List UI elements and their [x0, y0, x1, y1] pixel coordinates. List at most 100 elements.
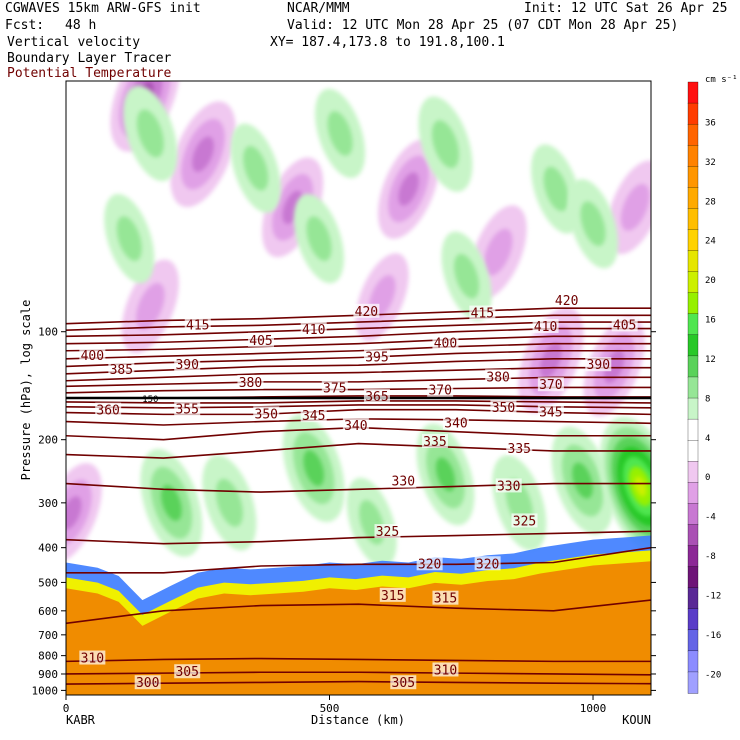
theta-label: 355: [175, 403, 198, 418]
field-boundary-layer-tracer: Boundary Layer Tracer: [7, 51, 172, 66]
theta-label: 350: [255, 407, 278, 422]
field-potential-temperature: Potential Temperature: [7, 66, 172, 81]
colorbar-label: 28: [705, 197, 716, 207]
theta-label: 325: [513, 514, 536, 529]
theta-label: 415: [186, 318, 209, 333]
theta-label-bg: [174, 357, 201, 372]
updraft-region: [327, 111, 353, 156]
theta-label: 385: [110, 363, 133, 378]
theta-label: 365: [365, 390, 388, 405]
theta-contour-300: [66, 680, 651, 685]
theta-label: 325: [376, 525, 399, 540]
theta-label: 415: [471, 307, 494, 322]
updraft-region: [543, 166, 569, 212]
theta-label: 320: [418, 557, 441, 572]
theta-label: 420: [355, 305, 378, 320]
theta-label-bg: [374, 524, 401, 539]
theta-contour-305: [66, 671, 651, 676]
theta-label-bg: [379, 587, 406, 602]
y-tick-label: 500: [38, 576, 58, 589]
theta-label: 305: [175, 665, 198, 680]
colorbar-swatch: [687, 629, 699, 652]
theta-contour-395: [66, 342, 651, 360]
theta-label-bg: [79, 650, 106, 665]
updraft-region: [161, 484, 182, 521]
theta-label-bg: [553, 292, 580, 307]
y-tick-label: 200: [38, 434, 58, 447]
theta-label: 390: [587, 358, 610, 373]
colorbar-swatch: [687, 397, 699, 420]
colorbar-swatch: [687, 313, 699, 336]
colorbar-swatch: [687, 545, 699, 568]
theta-label: 310: [81, 652, 104, 667]
theta-label-bg: [108, 362, 135, 377]
theta-label-bg: [490, 399, 517, 414]
plot-frame: [65, 80, 652, 696]
updraft-region: [572, 462, 593, 499]
model-title: CGWAVES 15km ARW-GFS init: [5, 1, 201, 16]
theta-label-bg: [495, 478, 522, 493]
updraft-region: [306, 216, 332, 261]
theta-label: 405: [249, 334, 272, 349]
y-tick-label: 900: [38, 668, 58, 681]
colorbar-swatch: [687, 271, 699, 294]
updraft-region: [136, 109, 164, 158]
theta-label: 350: [492, 401, 515, 416]
colorbar-swatch: [687, 650, 699, 673]
right-endpoint-station: KOUN: [622, 713, 651, 727]
x-tick-label: 500: [320, 702, 340, 715]
colorbar-swatch: [687, 376, 699, 399]
downdraft-region: [483, 228, 513, 276]
axes: 100 200 300 400 500 600 700 800 900 1000 0 500 1000: [32, 326, 656, 715]
colorbar: 36 32 28 24 20 16 12 8 4 0 -4 -8 -12 -16 -20: [687, 81, 721, 694]
theta-contour-400: [66, 335, 651, 352]
theta-label-bg: [585, 357, 612, 372]
colorbar-swatch: [687, 334, 699, 357]
theta-label-bg: [537, 377, 564, 392]
theta-label-bg: [300, 322, 327, 337]
colorbar-label: 32: [705, 158, 716, 168]
y-tick-label: 600: [38, 605, 58, 618]
field-vertical-velocity: Vertical velocity: [7, 35, 141, 50]
colorbar-swatch: [687, 355, 699, 378]
theta-label-bg: [184, 317, 211, 332]
theta-label-bg: [485, 369, 512, 384]
colorbar-swatch: [687, 440, 699, 462]
theta-label: 405: [613, 318, 636, 333]
theta-label-bg: [427, 382, 454, 397]
y-tick-label: 100: [38, 326, 58, 339]
left-endpoint-station: KABR: [66, 713, 96, 727]
theta-label-bg: [237, 375, 264, 390]
colorbar-swatch: [687, 524, 699, 547]
colorbar-swatch: [687, 671, 699, 694]
colorbar-label: 36: [705, 118, 716, 128]
theta-label-bg: [421, 434, 448, 449]
theta-label-bg: [537, 404, 564, 419]
theta-label: 400: [434, 337, 457, 352]
y-tick-label: 800: [38, 650, 58, 663]
theta-label-bg: [432, 335, 459, 350]
theta-label: 310: [434, 663, 457, 678]
theta-label: 370: [539, 378, 562, 393]
theta-label: 390: [175, 358, 198, 373]
colorbar-swatch: [687, 229, 699, 252]
y-tick-label: 700: [38, 629, 58, 642]
colorbar-units: cm s⁻¹: [705, 75, 738, 85]
init-time: Init: 12 UTC Sat 26 Apr 25: [524, 1, 728, 16]
theta-contour-320: [66, 546, 651, 574]
colorbar-swatch: [687, 187, 699, 210]
theta-label: 410: [302, 323, 325, 338]
theta-contour-335: [66, 442, 651, 459]
colorbar-swatch: [687, 292, 699, 315]
theta-label: 315: [434, 592, 457, 607]
theta-label-bg: [363, 388, 390, 403]
y-tick-label: 400: [38, 542, 58, 555]
theta-label: 380: [239, 376, 262, 391]
colorbar-label: 4: [705, 434, 710, 444]
theta-label: 330: [497, 479, 520, 494]
updraft-region: [435, 457, 456, 492]
forecast-hour: 48 h: [65, 18, 97, 33]
x-axis-title: Distance (km): [311, 713, 405, 727]
updraft-region: [303, 450, 325, 487]
